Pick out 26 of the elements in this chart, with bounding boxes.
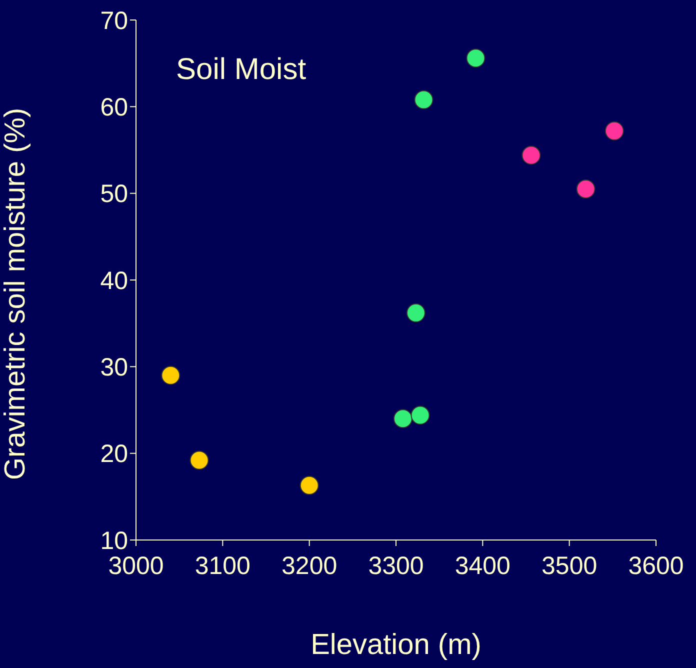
x-axis-title: Elevation (m): [310, 629, 482, 661]
y-axis-title: Gravimetric soil moisture (%): [0, 108, 32, 480]
point: [604, 121, 624, 140]
y-tick-label: 60: [100, 94, 128, 122]
point: [466, 48, 486, 68]
x-tick-label: 3500: [542, 552, 598, 580]
y-tick-label: 50: [100, 180, 128, 208]
y-tick-label: 20: [100, 440, 128, 468]
point: [190, 450, 209, 470]
point: [576, 180, 596, 198]
x-tick-label: 3200: [282, 552, 338, 580]
point: [300, 476, 319, 495]
x-tick-label: 3300: [368, 552, 424, 580]
point: [406, 303, 426, 322]
x-tick-label: 3100: [194, 552, 250, 580]
point: [161, 366, 180, 385]
point: [522, 146, 541, 165]
point: [414, 90, 434, 110]
y-tick-label: 30: [100, 354, 128, 382]
point: [410, 406, 430, 425]
x-tick-label: 3400: [454, 552, 510, 580]
point: [393, 409, 412, 428]
x-tick-label: 3600: [628, 552, 684, 580]
y-tick-label: 70: [100, 6, 128, 35]
annotation: Soil Moist: [176, 53, 306, 87]
y-tick-label: 40: [100, 266, 128, 295]
